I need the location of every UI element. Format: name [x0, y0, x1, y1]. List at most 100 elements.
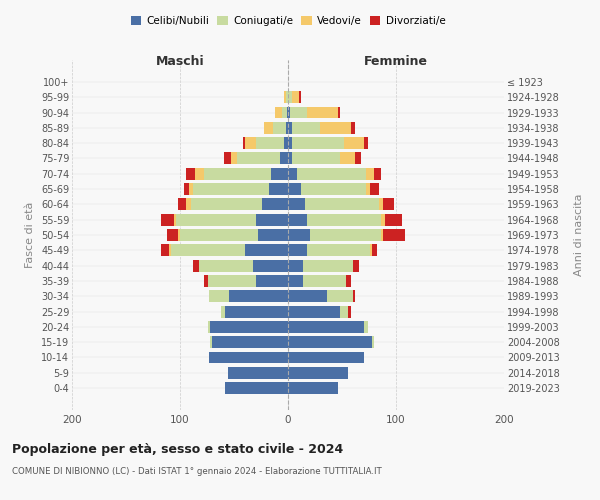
Bar — [210, 321, 288, 333]
Bar — [180, 229, 258, 241]
Bar — [288, 183, 301, 195]
Bar — [372, 244, 377, 256]
Bar — [288, 168, 296, 179]
Bar — [353, 260, 359, 272]
Bar — [178, 229, 180, 241]
Bar — [280, 152, 288, 164]
Bar — [221, 306, 226, 318]
Bar — [307, 106, 338, 118]
Bar — [275, 106, 281, 118]
Bar — [370, 183, 379, 195]
Bar — [172, 244, 245, 256]
Bar — [262, 198, 288, 210]
Bar — [204, 275, 208, 287]
Bar — [178, 198, 187, 210]
Bar — [161, 214, 173, 226]
Bar — [167, 229, 178, 241]
Bar — [209, 290, 229, 302]
Bar — [256, 137, 284, 149]
Bar — [288, 122, 292, 134]
Bar — [383, 198, 394, 210]
Bar — [245, 137, 256, 149]
Text: Femmine: Femmine — [364, 55, 428, 68]
Bar — [346, 275, 350, 287]
Bar — [307, 214, 381, 226]
Bar — [204, 168, 271, 179]
Bar — [301, 183, 366, 195]
Bar — [288, 321, 364, 333]
Bar — [288, 106, 290, 118]
Bar — [173, 214, 176, 226]
Bar — [288, 91, 292, 103]
Bar — [231, 152, 237, 164]
Bar — [176, 214, 256, 226]
Bar — [383, 229, 404, 241]
Bar — [161, 244, 169, 256]
Bar — [169, 244, 172, 256]
Bar — [288, 367, 349, 379]
Bar — [224, 152, 231, 164]
Bar — [344, 137, 364, 149]
Bar — [199, 260, 253, 272]
Bar — [288, 244, 307, 256]
Bar — [288, 214, 307, 226]
Bar — [193, 183, 269, 195]
Bar — [292, 137, 344, 149]
Bar — [193, 260, 199, 272]
Bar — [284, 91, 286, 103]
Bar — [340, 152, 355, 164]
Bar — [296, 168, 366, 179]
Bar — [273, 122, 286, 134]
Bar — [256, 214, 288, 226]
Bar — [307, 244, 370, 256]
Bar — [288, 290, 327, 302]
Bar — [364, 137, 368, 149]
Bar — [208, 275, 256, 287]
Bar — [288, 382, 338, 394]
Bar — [226, 306, 288, 318]
Bar — [320, 122, 350, 134]
Bar — [381, 214, 385, 226]
Bar — [208, 321, 210, 333]
Bar — [195, 168, 204, 179]
Bar — [288, 152, 292, 164]
Bar — [290, 106, 307, 118]
Bar — [372, 336, 374, 348]
Bar — [385, 214, 403, 226]
Bar — [226, 382, 288, 394]
Bar — [287, 106, 288, 118]
Bar — [381, 229, 383, 241]
Bar — [350, 122, 355, 134]
Text: Maschi: Maschi — [155, 55, 205, 68]
Bar — [338, 106, 340, 118]
Bar — [288, 260, 303, 272]
Bar — [288, 306, 340, 318]
Bar — [253, 260, 288, 272]
Bar — [370, 244, 372, 256]
Bar — [281, 106, 287, 118]
Bar — [288, 352, 364, 364]
Bar — [256, 275, 288, 287]
Bar — [245, 244, 288, 256]
Bar — [242, 137, 245, 149]
Bar — [209, 352, 288, 364]
Bar — [269, 183, 288, 195]
Bar — [374, 168, 381, 179]
Bar — [237, 152, 280, 164]
Bar — [288, 229, 310, 241]
Bar — [292, 122, 320, 134]
Bar — [366, 183, 370, 195]
Text: Popolazione per età, sesso e stato civile - 2024: Popolazione per età, sesso e stato civil… — [12, 442, 343, 456]
Bar — [355, 152, 361, 164]
Y-axis label: Anni di nascita: Anni di nascita — [574, 194, 584, 276]
Bar — [327, 290, 353, 302]
Bar — [184, 183, 188, 195]
Bar — [227, 367, 288, 379]
Bar — [286, 122, 288, 134]
Bar — [229, 290, 288, 302]
Bar — [305, 198, 379, 210]
Bar — [191, 198, 262, 210]
Text: COMUNE DI NIBIONNO (LC) - Dati ISTAT 1° gennaio 2024 - Elaborazione TUTTITALIA.I: COMUNE DI NIBIONNO (LC) - Dati ISTAT 1° … — [12, 468, 382, 476]
Bar — [340, 306, 349, 318]
Bar — [288, 336, 372, 348]
